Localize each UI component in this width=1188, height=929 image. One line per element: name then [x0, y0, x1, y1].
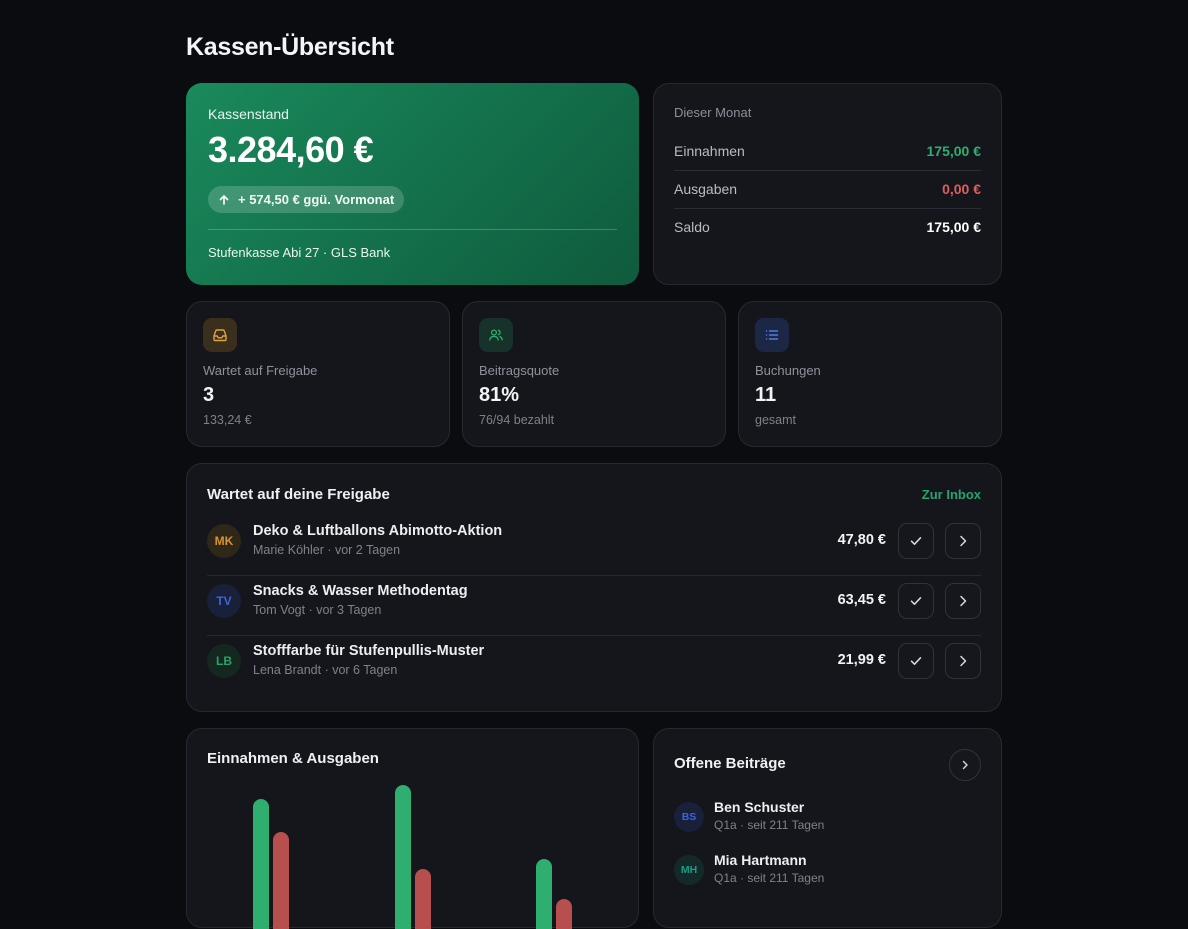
divider — [208, 229, 617, 230]
divider — [674, 208, 981, 209]
approve-button[interactable] — [898, 583, 934, 619]
stat-value: 81% — [479, 384, 520, 406]
divider — [207, 575, 981, 576]
chevron-right-icon — [960, 535, 967, 547]
inbox-link[interactable]: Zur Inbox — [921, 487, 981, 502]
stat-value: 3 — [203, 384, 215, 406]
avatar: MK — [207, 524, 241, 558]
month-row-value: 175,00 € — [926, 219, 982, 235]
approval-item[interactable]: TV Snacks & Wasser Methodentag Tom Vogt … — [207, 576, 981, 636]
avatar: TV — [207, 584, 241, 618]
stat-subtext: 133,24 € — [203, 413, 252, 427]
approvals-heading: Wartet auf deine Freigabe — [207, 486, 390, 503]
approval-meta: Marie Köhler · vor 2 Tagen — [253, 543, 401, 557]
account-name: Stufenkasse Abi 27 · GLS Bank — [208, 245, 391, 260]
avatar: BS — [674, 802, 704, 832]
balance-label: Kassenstand — [208, 106, 289, 122]
income-bar — [253, 799, 269, 929]
person-name: Ben Schuster — [714, 799, 805, 815]
income-expense-chart-card: Einnahmen & Ausgaben — [186, 728, 639, 929]
open-contributions-card: Offene Beiträge BS Ben Schuster Q1a · se… — [653, 728, 1002, 928]
stat-card-pending[interactable]: Wartet auf Freigabe 3 133,24 € — [186, 301, 450, 447]
divider — [674, 170, 981, 171]
open-contributions-heading: Offene Beiträge — [674, 755, 786, 772]
month-row-label: Ausgaben — [674, 181, 738, 197]
check-icon — [910, 597, 922, 605]
chevron-right-icon — [960, 655, 967, 667]
approval-amount: 63,45 € — [837, 592, 886, 608]
inbox-icon — [203, 318, 237, 352]
balance-amount: 3.284,60 € — [208, 129, 374, 170]
income-bar — [536, 859, 552, 929]
approval-title: Stofffarbe für Stufenpullis-Muster — [253, 643, 485, 659]
income-bar — [395, 785, 411, 929]
chevron-right-icon — [960, 595, 967, 607]
open-contributions-more-button[interactable] — [949, 749, 981, 781]
month-row-balance: Saldo 175,00 € — [674, 208, 981, 246]
month-row-value: 0,00 € — [942, 181, 981, 197]
avatar: LB — [207, 644, 241, 678]
list-icon — [755, 318, 789, 352]
month-row-income: Einnahmen 175,00 € — [674, 132, 981, 170]
approval-amount: 21,99 € — [837, 652, 886, 668]
month-row-label: Saldo — [674, 219, 710, 235]
approve-button[interactable] — [898, 643, 934, 679]
approvals-card: Wartet auf deine Freigabe Zur Inbox MK D… — [186, 463, 1002, 712]
balance-change-text: + 574,50 € ggü. Vormonat — [238, 192, 395, 207]
open-detail-button[interactable] — [945, 583, 981, 619]
approval-title: Snacks & Wasser Methodentag — [253, 583, 468, 599]
stat-value: 11 — [755, 384, 777, 406]
stat-subtext: 76/94 bezahlt — [479, 413, 555, 427]
expense-bar — [556, 899, 572, 929]
stat-card-bookings[interactable]: Buchungen 11 gesamt — [738, 301, 1002, 447]
approval-item[interactable]: LB Stofffarbe für Stufenpullis-Muster Le… — [207, 636, 981, 696]
stat-label: Wartet auf Freigabe — [203, 363, 318, 378]
expense-bar — [415, 869, 431, 929]
stat-label: Buchungen — [755, 363, 821, 378]
month-row-expenses: Ausgaben 0,00 € — [674, 170, 981, 208]
avatar: MH — [674, 855, 704, 885]
income-expense-chart — [187, 729, 638, 929]
approval-title: Deko & Luftballons Abimotto-Aktion — [253, 523, 503, 539]
month-row-label: Einnahmen — [674, 143, 745, 159]
approval-meta: Tom Vogt · vor 3 Tagen — [253, 603, 382, 617]
divider — [207, 635, 981, 636]
expense-bar — [273, 832, 289, 929]
users-icon — [479, 318, 513, 352]
approval-amount: 47,80 € — [837, 532, 886, 548]
approve-button[interactable] — [898, 523, 934, 559]
stat-label: Beitragsquote — [479, 363, 560, 378]
balance-card: Kassenstand 3.284,60 € + 574,50 € ggü. V… — [186, 83, 639, 285]
balance-change-badge: + 574,50 € ggü. Vormonat — [208, 186, 405, 213]
chevron-right-icon — [962, 760, 968, 770]
page-title: Kassen-Übersicht — [186, 33, 394, 61]
open-contribution-person[interactable]: MH Mia Hartmann Q1a · seit 211 Tagen — [674, 850, 981, 894]
month-heading: Dieser Monat — [674, 105, 752, 120]
check-icon — [910, 657, 922, 665]
stat-subtext: gesamt — [755, 413, 796, 427]
check-icon — [910, 537, 922, 545]
arrow-up-icon — [219, 194, 229, 205]
open-detail-button[interactable] — [945, 523, 981, 559]
month-row-value: 175,00 € — [926, 143, 982, 159]
person-meta: Q1a · seit 211 Tagen — [714, 818, 825, 832]
approval-item[interactable]: MK Deko & Luftballons Abimotto-Aktion Ma… — [207, 516, 981, 576]
person-meta: Q1a · seit 211 Tagen — [714, 871, 825, 885]
chart-heading: Einnahmen & Ausgaben — [207, 750, 379, 767]
approval-meta: Lena Brandt · vor 6 Tagen — [253, 663, 398, 677]
stat-card-contribution-rate[interactable]: Beitragsquote 81% 76/94 bezahlt — [462, 301, 726, 447]
person-name: Mia Hartmann — [714, 852, 807, 868]
open-contribution-person[interactable]: BS Ben Schuster Q1a · seit 211 Tagen — [674, 797, 981, 841]
open-detail-button[interactable] — [945, 643, 981, 679]
month-summary-card: Dieser Monat Einnahmen 175,00 € Ausgaben… — [653, 83, 1002, 285]
